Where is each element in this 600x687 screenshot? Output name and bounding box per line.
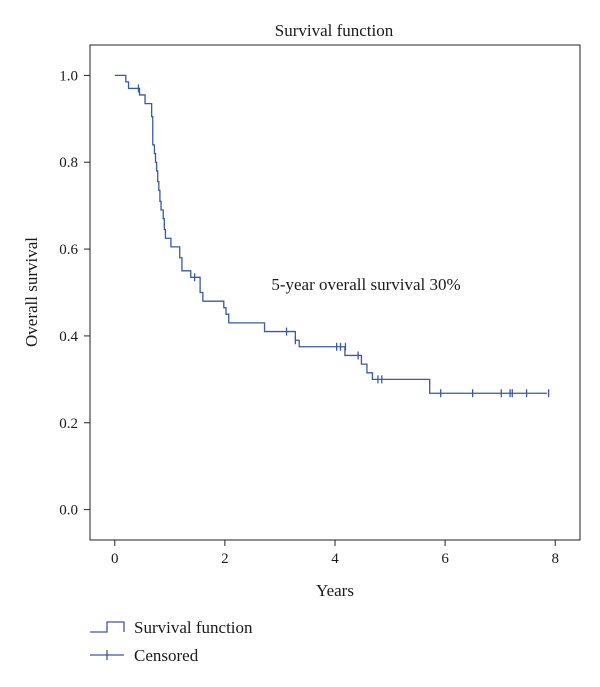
- x-tick-label: 0: [111, 551, 119, 567]
- y-axis: 0.0 0.2 0.4 0.6 0.8 1.0: [59, 68, 90, 519]
- y-tick-label: 0.4: [59, 329, 78, 345]
- x-tick-label: 8: [551, 551, 559, 567]
- y-tick-label: 0.2: [59, 416, 78, 432]
- y-tick-label: 0.0: [59, 503, 78, 519]
- legend-label-censored: Censored: [134, 646, 199, 665]
- legend-label-survival: Survival function: [134, 618, 253, 637]
- y-tick-label: 0.6: [59, 242, 78, 258]
- y-tick-label: 1.0: [59, 68, 78, 84]
- y-tick-label: 0.8: [59, 155, 78, 171]
- x-axis: 0 2 4 6 8: [111, 540, 559, 567]
- legend-step-marker: [90, 621, 125, 633]
- x-tick-label: 4: [331, 551, 339, 567]
- survival-function-line: [114, 74, 547, 394]
- legend: Survival function Censored: [90, 618, 253, 665]
- chart-title: Survival function: [275, 21, 394, 40]
- x-axis-title: Years: [316, 581, 354, 600]
- censored-marks: [137, 84, 550, 398]
- x-tick-label: 6: [441, 551, 449, 567]
- annotation-5yr-survival: 5-year overall survival 30%: [271, 275, 460, 294]
- y-axis-title: Overall survival: [22, 237, 41, 347]
- x-tick-label: 2: [221, 551, 229, 567]
